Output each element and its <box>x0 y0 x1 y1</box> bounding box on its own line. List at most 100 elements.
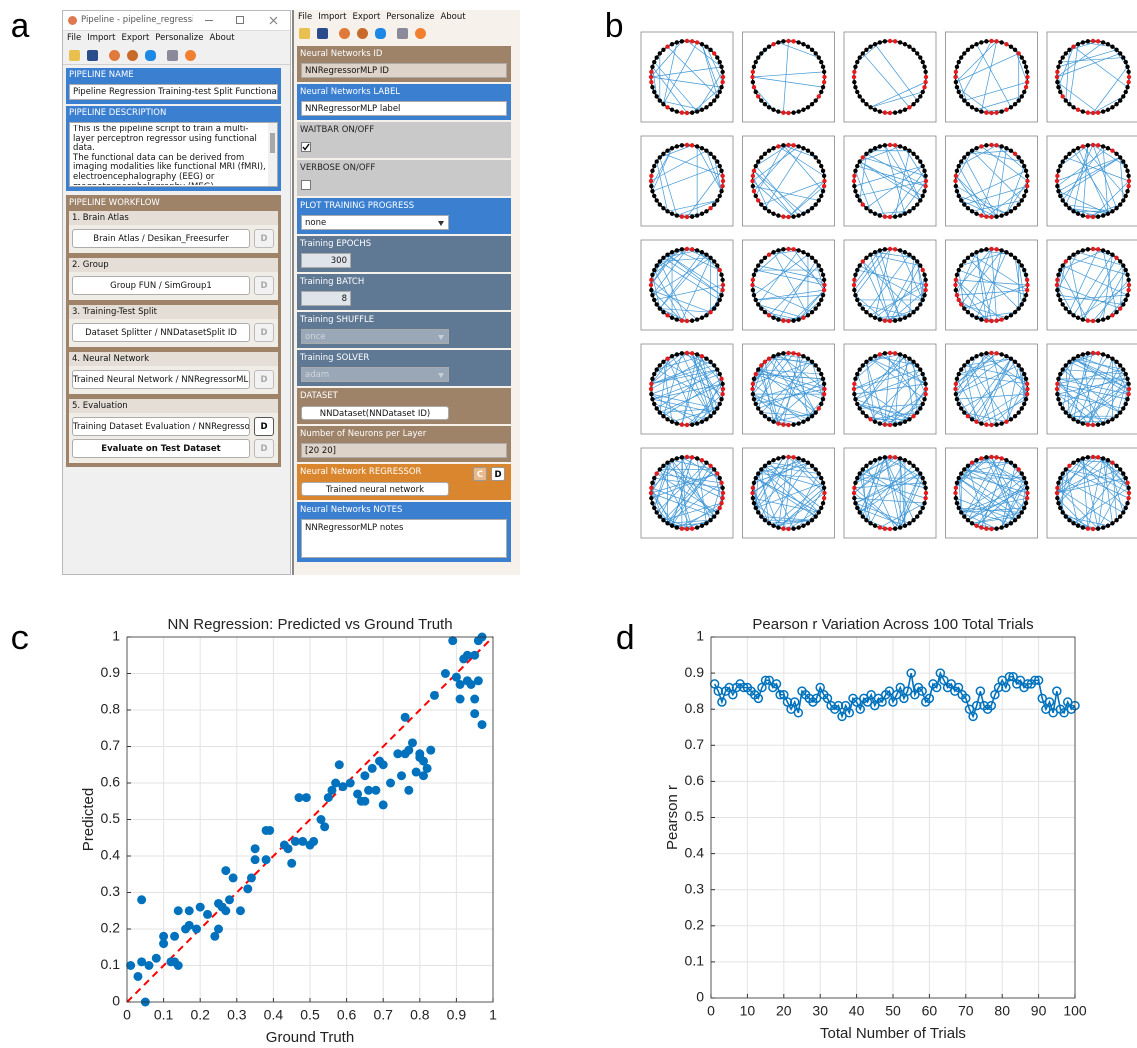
network-node <box>1076 420 1080 424</box>
network-node <box>979 213 983 217</box>
minimize-button[interactable] <box>205 20 213 21</box>
network-node <box>1086 110 1090 114</box>
open-icon[interactable] <box>299 28 310 39</box>
network-node <box>1056 273 1060 277</box>
description-box[interactable]: This is the pipeline script to train a m… <box>69 122 278 187</box>
network-node <box>924 179 928 183</box>
title-bar: Pipeline - pipeline_regressi... <box>63 11 291 31</box>
network-node <box>821 377 825 381</box>
step-button[interactable]: Brain Atlas / Desikan_Freesurfer <box>72 229 250 248</box>
report-icon[interactable] <box>167 50 178 61</box>
field-button[interactable]: Trained neural network <box>301 482 449 496</box>
dropdown[interactable]: none <box>301 215 449 230</box>
save-icon[interactable] <box>317 28 328 39</box>
network-node <box>898 456 902 460</box>
bluesky-icon[interactable] <box>375 28 386 39</box>
bluesky-icon[interactable] <box>145 50 156 61</box>
d-button[interactable]: D <box>254 370 274 389</box>
scroll-thumb[interactable] <box>270 133 275 153</box>
menu-item[interactable]: About <box>209 33 234 43</box>
brain-icon[interactable] <box>357 28 368 39</box>
network-node <box>1101 352 1105 356</box>
network-node <box>966 152 970 156</box>
brain-icon[interactable] <box>127 50 138 61</box>
menu-item[interactable]: Export <box>121 33 149 43</box>
x-tick-label: 0.5 <box>300 1007 320 1023</box>
menu-item[interactable]: Import <box>318 12 346 22</box>
side-button[interactable]: C <box>473 467 487 481</box>
d-button[interactable]: D <box>254 229 274 248</box>
menu-item[interactable]: Import <box>87 33 115 43</box>
number-input[interactable]: 300 <box>301 253 351 268</box>
network-node <box>1064 155 1068 159</box>
step-button[interactable]: Training Dataset Evaluation / NNRegresso… <box>72 417 250 436</box>
menu-item[interactable]: About <box>440 12 465 22</box>
help-icon[interactable] <box>415 28 426 39</box>
network-node <box>806 417 810 421</box>
checkbox[interactable] <box>301 142 311 152</box>
step-button[interactable]: Evaluate on Test Dataset <box>72 439 250 458</box>
d-button[interactable]: D <box>254 323 274 342</box>
network-node <box>921 60 925 64</box>
network-node <box>888 39 892 43</box>
network-node <box>888 527 892 531</box>
network-node <box>907 209 911 213</box>
help-icon[interactable] <box>185 50 196 61</box>
network-node <box>771 524 775 528</box>
menu-item[interactable]: Export <box>352 12 380 22</box>
step-button[interactable]: Group FUN / SimGroup1 <box>72 276 250 295</box>
network-node <box>1081 109 1085 113</box>
network-node <box>708 206 712 210</box>
network-node <box>1017 363 1021 367</box>
text-input[interactable]: NNRegressorMLP label <box>301 101 507 116</box>
menu-item[interactable]: File <box>67 33 81 43</box>
dropdown[interactable]: adam <box>301 367 449 382</box>
dropdown[interactable]: once <box>301 329 449 344</box>
step-button[interactable]: Dataset Splitter / NNDatasetSplit ID <box>72 323 250 342</box>
report-icon[interactable] <box>397 28 408 39</box>
number-input[interactable]: 8 <box>301 291 351 306</box>
y-tick-label: 0.6 <box>101 774 121 790</box>
network-node <box>1013 102 1017 106</box>
x-tick-label: 0 <box>707 1003 715 1019</box>
network-node <box>1091 351 1095 355</box>
field-button[interactable]: NNDataset(NNDataset ID) <box>301 406 449 420</box>
notes-input[interactable]: NNRegressorMLP notes <box>301 519 507 558</box>
network-node <box>1121 198 1125 202</box>
network-node <box>1101 213 1105 217</box>
save-icon[interactable] <box>87 50 98 61</box>
name-input[interactable]: Pipeline Regression Training-test Split … <box>69 84 278 100</box>
network-node <box>752 65 756 69</box>
scatter-point <box>426 746 435 755</box>
y-axis-label: Pearson r <box>664 785 681 850</box>
network-node <box>661 518 665 522</box>
close-button[interactable] <box>269 16 278 25</box>
network-node <box>957 506 961 510</box>
network-node <box>759 410 763 414</box>
network-node <box>791 247 795 251</box>
d-button[interactable]: D <box>254 276 274 295</box>
web-icon[interactable] <box>339 28 350 39</box>
menu-item[interactable]: File <box>298 12 312 22</box>
network-node <box>801 42 805 46</box>
network-node <box>955 169 959 173</box>
scrollbar[interactable] <box>268 123 277 186</box>
network-node <box>1081 525 1085 529</box>
checkbox[interactable] <box>301 180 311 190</box>
text-input[interactable]: NNRegressorMLP ID <box>301 63 507 78</box>
network-node <box>852 80 856 84</box>
network-node <box>712 514 716 518</box>
d-button[interactable]: D <box>254 439 274 458</box>
network-node <box>923 184 927 188</box>
menu-item[interactable]: Personalize <box>386 12 434 22</box>
menu-item[interactable]: Personalize <box>155 33 203 43</box>
step-button[interactable]: Trained Neural Network / NNRegressorMLP … <box>72 370 250 389</box>
side-button[interactable]: D <box>491 467 505 481</box>
network-node <box>974 42 978 46</box>
maximize-button[interactable] <box>236 16 244 24</box>
web-icon[interactable] <box>109 50 120 61</box>
d-button[interactable]: D <box>254 417 274 436</box>
open-icon[interactable] <box>69 50 80 61</box>
text-input[interactable]: [20 20] <box>301 443 507 458</box>
network-node <box>817 94 821 98</box>
